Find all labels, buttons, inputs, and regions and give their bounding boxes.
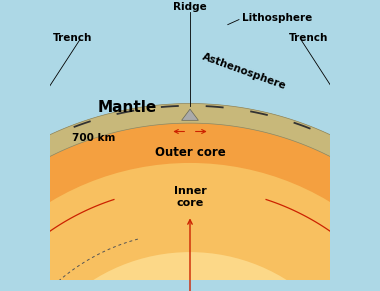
Polygon shape — [182, 109, 198, 120]
Text: Outer core: Outer core — [155, 146, 225, 159]
Text: Trench: Trench — [53, 33, 93, 43]
Text: Lithosphere: Lithosphere — [242, 13, 312, 23]
Text: 700 km: 700 km — [72, 134, 115, 143]
Text: Mantle: Mantle — [97, 100, 157, 115]
Polygon shape — [0, 104, 380, 291]
Text: Trench: Trench — [289, 33, 329, 43]
Text: Asthenosphere: Asthenosphere — [201, 52, 288, 91]
Text: Ridge: Ridge — [173, 2, 207, 12]
Text: Inner
core: Inner core — [174, 187, 206, 208]
Polygon shape — [0, 104, 380, 291]
Circle shape — [0, 163, 380, 291]
Circle shape — [8, 252, 372, 291]
